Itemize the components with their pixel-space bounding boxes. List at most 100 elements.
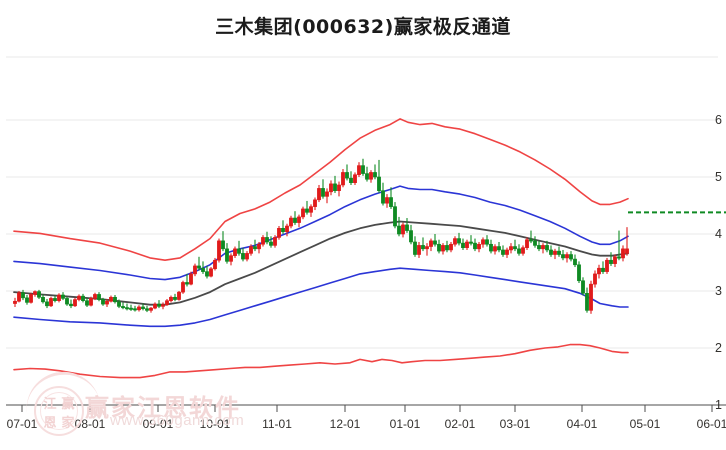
candlestick — [485, 235, 489, 247]
inner-lower-band — [13, 267, 629, 328]
candlestick — [117, 299, 121, 309]
candlestick — [529, 230, 533, 244]
candlestick — [153, 302, 157, 310]
candlestick — [189, 271, 193, 286]
x-axis-labels: 07-01 08-01 09-01 10-01 11-01 12-01 01-01 02-01… — [7, 417, 726, 431]
candlestick — [57, 293, 61, 303]
candlestick — [265, 231, 269, 245]
candlestick — [389, 187, 393, 209]
x-axis-label: 07-01 — [7, 417, 38, 431]
candlestick — [93, 292, 97, 301]
candlestick — [325, 188, 329, 204]
candlestick — [441, 243, 445, 255]
candlestick — [269, 236, 273, 248]
candlestick — [213, 257, 217, 271]
candlestick — [321, 179, 325, 199]
x-axis-label: 12-01 — [330, 417, 361, 431]
candlestick — [565, 252, 569, 263]
candlestick — [597, 264, 601, 279]
candlestick — [221, 231, 225, 252]
candlestick — [449, 241, 453, 253]
candlestick — [65, 296, 69, 306]
x-axis-label: 06-01 — [697, 417, 726, 431]
candlestick — [109, 295, 113, 303]
candlestick — [497, 241, 501, 253]
candlestick — [113, 294, 117, 304]
candlestick — [37, 289, 41, 299]
candlestick — [137, 305, 141, 312]
candlestick — [525, 237, 529, 250]
candlestick — [473, 238, 477, 252]
candlestick — [81, 293, 85, 303]
candlestick — [209, 267, 213, 278]
candlestick — [69, 299, 73, 309]
candlestick — [141, 303, 145, 311]
candlestick — [569, 251, 573, 262]
candlestick — [581, 277, 585, 296]
candlestick — [49, 296, 53, 307]
candlestick — [301, 206, 305, 220]
x-axis-label: 09-01 — [143, 417, 174, 431]
candlestick — [173, 293, 177, 302]
candlestick — [353, 172, 357, 185]
candlestick — [561, 249, 565, 261]
candlestick — [489, 239, 493, 254]
candlestick — [409, 224, 413, 245]
candlestick-series — [13, 158, 629, 314]
candlestick — [501, 245, 505, 257]
candlestick — [277, 226, 281, 240]
candlestick — [361, 158, 365, 176]
x-axis-label: 01-01 — [390, 417, 421, 431]
candlestick — [541, 243, 545, 254]
candlestick — [369, 170, 373, 183]
candlestick — [237, 240, 241, 256]
candlestick — [317, 184, 321, 203]
candlestick — [365, 166, 369, 182]
candlestick — [621, 245, 625, 262]
candlestick — [165, 298, 169, 306]
candlestick — [253, 239, 257, 252]
y-axis-label: 5 — [715, 170, 722, 184]
candlestick — [517, 244, 521, 256]
candlestick — [77, 294, 81, 302]
candlestick — [445, 240, 449, 253]
x-axis-label: 05-01 — [630, 417, 661, 431]
candlestick — [193, 263, 197, 277]
candlestick — [557, 246, 561, 257]
x-axis-label: 03-01 — [500, 417, 531, 431]
candlestick — [261, 235, 265, 247]
candlestick — [521, 245, 525, 256]
candlestick — [129, 304, 133, 311]
candlestick — [249, 244, 253, 256]
candlestick — [257, 241, 261, 254]
candlestick — [157, 300, 161, 309]
candlestick — [281, 220, 285, 234]
candlestick — [145, 305, 149, 313]
middle-line — [13, 220, 629, 306]
candlestick — [97, 292, 101, 302]
candlestick — [285, 223, 289, 237]
candlestick — [381, 182, 385, 206]
candlestick — [585, 287, 589, 313]
candlestick — [573, 254, 577, 268]
x-axis-label: 10-01 — [200, 417, 231, 431]
candlestick — [105, 298, 109, 307]
candlestick — [149, 306, 153, 313]
candlestick — [349, 171, 353, 185]
candlestick — [61, 292, 65, 301]
candlestick — [613, 254, 617, 268]
candlestick — [373, 164, 377, 180]
candlestick — [201, 261, 205, 274]
candlestick — [589, 280, 593, 314]
candlestick — [553, 248, 557, 260]
x-axis-label: 11-01 — [262, 417, 292, 431]
y-axis-label: 2 — [715, 341, 722, 355]
y-axis-label: 3 — [715, 284, 722, 298]
candlestick — [289, 215, 293, 229]
candlestick — [465, 239, 469, 250]
candlestick — [13, 297, 17, 307]
candlestick — [605, 257, 609, 274]
candlestick — [25, 294, 29, 305]
candlestick — [405, 218, 409, 233]
candlestick — [89, 296, 93, 307]
